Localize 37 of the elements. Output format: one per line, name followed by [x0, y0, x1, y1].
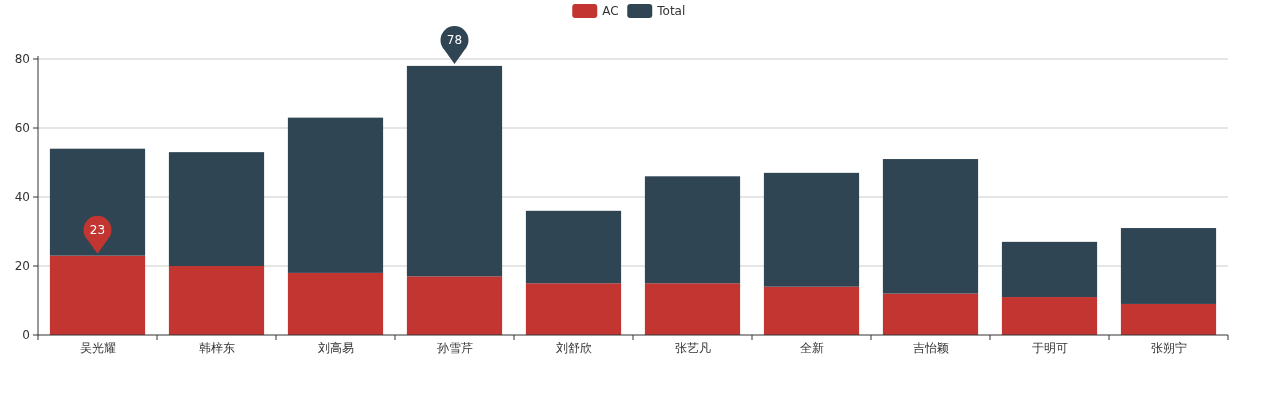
x-tick-label: 张艺凡	[674, 341, 711, 355]
bar	[1120, 228, 1217, 304]
x-tick-label: 刘舒欣	[555, 341, 592, 355]
bar	[763, 286, 860, 335]
x-tick-label: 刘高易	[317, 341, 354, 355]
annotation: 23	[89, 222, 106, 237]
annotation: 78	[446, 32, 463, 47]
y-tick-label: 80	[14, 52, 30, 66]
bar	[882, 293, 979, 335]
bar	[763, 172, 860, 287]
y-tick-label: 20	[14, 259, 30, 273]
bar	[882, 159, 979, 294]
bar	[525, 210, 622, 284]
x-tick-label: 孙雪芹	[436, 341, 473, 355]
bar	[525, 283, 622, 335]
bar	[168, 152, 265, 266]
bar	[1120, 303, 1217, 335]
y-tick-label: 40	[14, 190, 30, 204]
x-tick-label: 吉怡颖	[912, 341, 949, 355]
legend-label: Total	[656, 4, 686, 18]
bar	[406, 276, 503, 335]
bar	[168, 266, 265, 335]
bar	[287, 272, 384, 335]
y-tick-label: 60	[14, 121, 30, 135]
x-tick-label: 韩梓东	[198, 341, 235, 355]
y-tick-label: 0	[22, 328, 30, 342]
bar	[644, 176, 741, 284]
x-tick-label: 于明可	[1031, 341, 1068, 355]
bar	[644, 283, 741, 335]
x-tick-label: 全新	[799, 341, 824, 355]
x-tick-label: 张朔宁	[1150, 341, 1187, 355]
bar	[49, 148, 146, 256]
bar	[287, 117, 384, 273]
bar	[1001, 241, 1098, 298]
legend-label: AC	[602, 4, 619, 18]
bar	[1001, 297, 1098, 335]
x-tick-label: 吴光耀	[79, 341, 116, 355]
